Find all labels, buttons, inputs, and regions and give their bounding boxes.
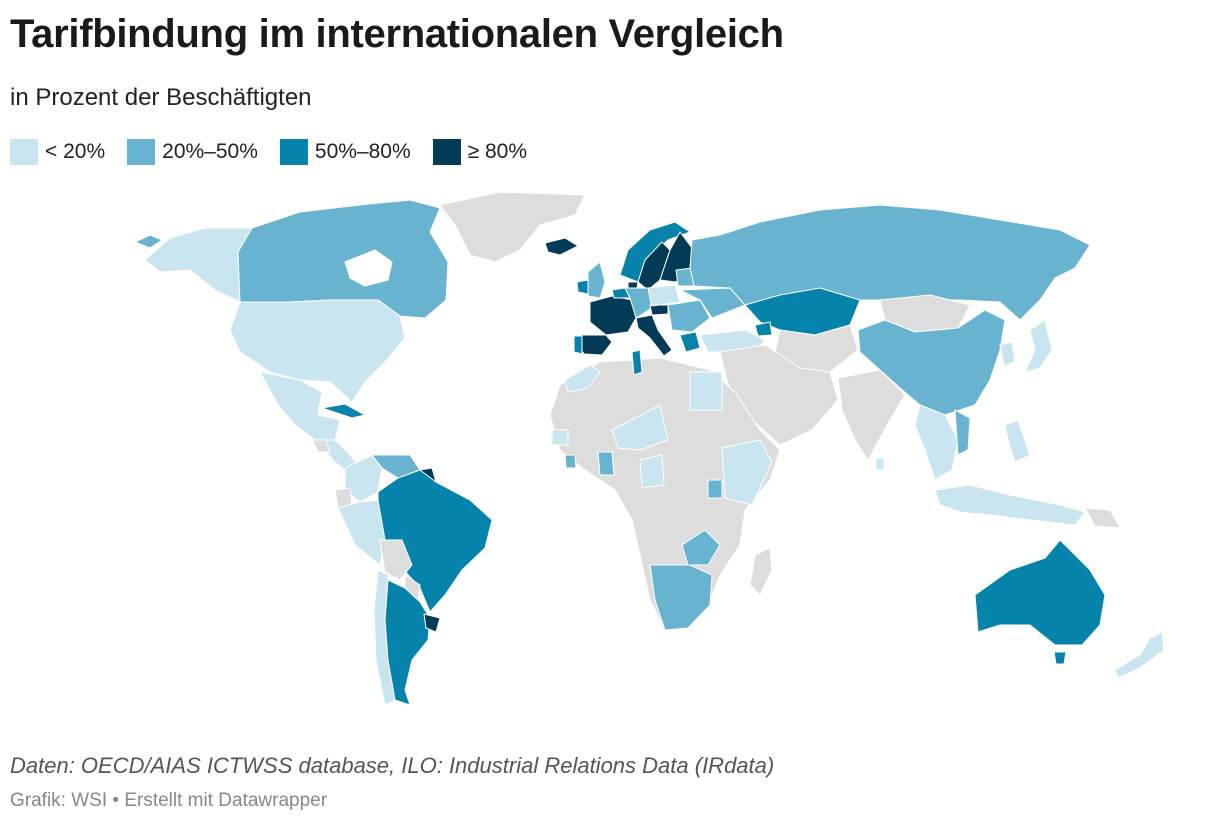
region-indonesia[interactable] xyxy=(934,484,1086,526)
region-ireland[interactable] xyxy=(576,279,589,295)
legend-label-50-80: 50%–80% xyxy=(314,140,411,163)
region-ukraine[interactable] xyxy=(679,287,746,319)
region-peru[interactable] xyxy=(337,499,386,566)
region-aleutians[interactable] xyxy=(134,234,163,249)
region-morocco[interactable] xyxy=(564,364,601,393)
chart-title: Tarifbindung im internationalen Vergleic… xyxy=(10,12,784,56)
chart-subtitle: in Prozent der Beschäftigten xyxy=(10,84,312,111)
region-portugal[interactable] xyxy=(573,335,583,355)
legend: < 20% 20%–50% 50%–80% ≥ 80% xyxy=(10,139,527,165)
region-south-africa[interactable] xyxy=(649,564,713,631)
region-usa[interactable] xyxy=(229,299,406,403)
region-italy[interactable] xyxy=(635,314,673,357)
region-uruguay[interactable] xyxy=(423,613,441,633)
legend-swatch-50-80 xyxy=(279,139,308,165)
region-philippines[interactable] xyxy=(1004,419,1031,463)
region-east-africa[interactable] xyxy=(721,439,773,506)
region-sri-lanka[interactable] xyxy=(875,457,885,471)
region-caucasus[interactable] xyxy=(754,321,773,337)
legend-swatch-20-50 xyxy=(127,139,156,165)
region-west-africa[interactable] xyxy=(611,404,669,451)
legend-label-over-80: ≥ 80% xyxy=(467,140,528,163)
region-rwanda[interactable] xyxy=(707,479,723,499)
region-uk[interactable] xyxy=(587,261,606,299)
source-note: Daten: OECD/AIAS ICTWSS database, ILO: I… xyxy=(10,753,775,778)
legend-item-50-80: 50%–80% xyxy=(279,139,411,165)
region-iceland[interactable] xyxy=(544,237,579,256)
legend-swatch-over-80 xyxy=(432,139,461,165)
region-tasmania[interactable] xyxy=(1053,651,1067,665)
region-spain[interactable] xyxy=(577,334,613,356)
legend-label-under-20: < 20% xyxy=(45,140,106,163)
water-hudson-bay xyxy=(344,249,393,287)
region-balkans[interactable] xyxy=(667,299,711,333)
region-vietnam[interactable] xyxy=(954,409,971,456)
region-germany[interactable] xyxy=(624,287,653,319)
region-france[interactable] xyxy=(589,295,637,336)
region-bolivia[interactable] xyxy=(379,539,413,581)
legend-item-over-80: ≥ 80% xyxy=(432,139,528,165)
region-china[interactable] xyxy=(857,309,1006,416)
region-japan[interactable] xyxy=(1024,319,1053,373)
region-zambia[interactable] xyxy=(681,529,721,566)
legend-item-under-20: < 20% xyxy=(10,139,105,165)
region-austria[interactable] xyxy=(649,304,669,316)
region-korea[interactable] xyxy=(999,341,1016,367)
region-greenland[interactable] xyxy=(439,191,586,263)
region-argentina[interactable] xyxy=(384,579,431,706)
region-png[interactable] xyxy=(1084,507,1121,529)
region-liberia[interactable] xyxy=(564,454,577,469)
region-greece[interactable] xyxy=(679,331,701,353)
region-mexico[interactable] xyxy=(259,371,341,441)
region-central-africa[interactable] xyxy=(639,454,665,489)
credit-note: Grafik: WSI • Erstellt mit Datawrapper xyxy=(10,790,328,811)
region-poland[interactable] xyxy=(647,284,681,307)
region-se-asia[interactable] xyxy=(914,404,959,481)
region-cuba[interactable] xyxy=(321,403,366,419)
region-australia[interactable] xyxy=(974,539,1106,646)
region-madagascar[interactable] xyxy=(749,547,773,596)
region-tunisia[interactable] xyxy=(631,349,643,376)
region-guatemala[interactable] xyxy=(311,439,331,453)
region-ghana[interactable] xyxy=(597,451,615,476)
region-senegal[interactable] xyxy=(551,429,569,446)
legend-label-20-50: 20%–50% xyxy=(162,140,258,163)
region-egypt[interactable] xyxy=(689,371,723,411)
legend-item-20-50: 20%–50% xyxy=(127,139,258,165)
world-map xyxy=(134,191,1165,706)
region-new-zealand[interactable] xyxy=(1114,631,1165,679)
legend-swatch-under-20 xyxy=(10,139,38,165)
